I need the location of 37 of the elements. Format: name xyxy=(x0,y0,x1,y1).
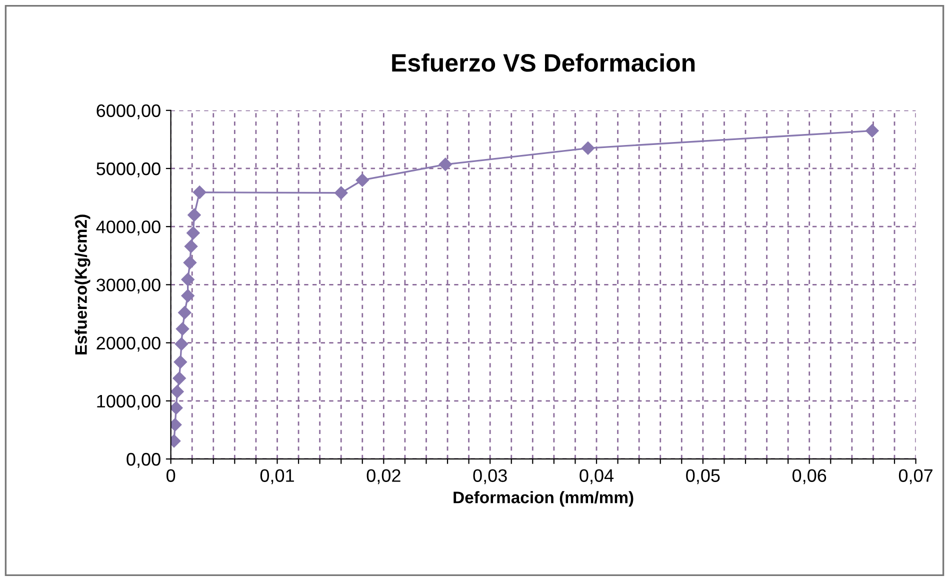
y-tick-label: 6000,00 xyxy=(96,104,160,120)
y-tick-label: 4000,00 xyxy=(96,220,160,236)
y-tick-label: 0,00 xyxy=(126,452,160,468)
point xyxy=(183,256,197,270)
point xyxy=(438,158,452,172)
point xyxy=(172,372,186,385)
point xyxy=(184,240,198,253)
x-tick-label: 0,05 xyxy=(686,469,720,484)
x-axis-title: Deformacion (mm/mm) xyxy=(454,491,634,507)
x-tick-label: 0,01 xyxy=(260,469,294,484)
point xyxy=(178,306,192,320)
y-tick-label: 5000,00 xyxy=(96,162,160,178)
point xyxy=(174,355,187,369)
point xyxy=(334,186,348,200)
x-tick-label: 0,02 xyxy=(366,469,400,484)
x-tick-label: 0 xyxy=(166,469,176,482)
y-axis-title: Esfuerzo(Kg/cm2) xyxy=(74,214,90,354)
point xyxy=(581,142,595,155)
y-tick-label: 3000,00 xyxy=(96,278,160,294)
point xyxy=(170,401,183,414)
point xyxy=(174,337,188,351)
point xyxy=(866,124,879,138)
point xyxy=(186,226,200,240)
x-tick-label: 0,04 xyxy=(580,469,614,484)
point xyxy=(192,186,206,199)
chart-title: Esfuerzo VS Deformacion xyxy=(392,53,695,72)
point xyxy=(356,174,369,187)
point xyxy=(176,322,190,336)
point xyxy=(181,289,194,302)
point xyxy=(181,272,194,286)
point xyxy=(188,208,201,222)
y-tick-label: 2000,00 xyxy=(96,336,160,352)
x-tick-label: 0,03 xyxy=(473,469,507,484)
x-tick-label: 0,07 xyxy=(898,469,932,484)
y-tick-label: 1000,00 xyxy=(97,394,160,410)
point xyxy=(170,385,184,398)
x-tick-label: 0,06 xyxy=(792,469,826,484)
